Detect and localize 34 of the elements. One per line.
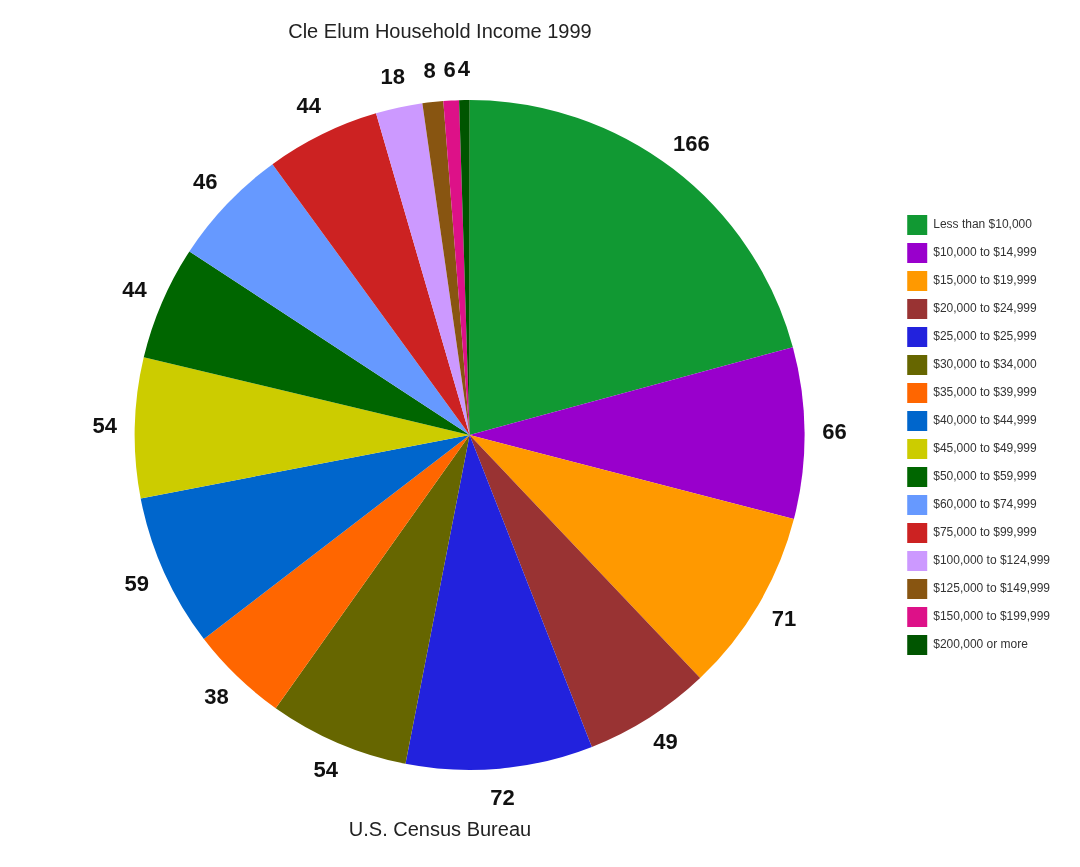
data-label: 46 xyxy=(193,169,218,195)
legend-label: $75,000 to $99,999 xyxy=(933,525,1037,540)
legend-label: $40,000 to $44,999 xyxy=(933,413,1037,428)
data-label: 6 xyxy=(443,56,456,82)
legend-label: $10,000 to $14,999 xyxy=(933,245,1037,260)
legend-label: $20,000 to $24,999 xyxy=(933,301,1037,316)
legend-label: $35,000 to $39,999 xyxy=(933,385,1037,400)
legend-label: $60,000 to $74,999 xyxy=(933,497,1037,512)
data-label: 38 xyxy=(204,683,229,709)
data-label: 72 xyxy=(490,784,515,810)
data-label: 4 xyxy=(457,56,471,82)
legend-label: $50,000 to $59,999 xyxy=(933,469,1037,484)
legend-label: $150,000 to $199,999 xyxy=(933,609,1051,624)
chart-title: Cle Elum Household Income 1999 xyxy=(287,20,593,43)
legend-label: $125,000 to $149,999 xyxy=(933,581,1051,596)
data-label: 18 xyxy=(380,64,405,90)
data-label: 8 xyxy=(423,58,436,84)
legend-label: $25,000 to $25,999 xyxy=(933,329,1037,344)
data-label: 166 xyxy=(672,131,710,157)
data-label: 71 xyxy=(771,606,797,632)
data-label: 66 xyxy=(822,418,847,444)
legend-label: $15,000 to $19,999 xyxy=(933,273,1037,288)
data-label: 49 xyxy=(653,729,678,755)
text: U.S. Census Bureau xyxy=(347,818,533,841)
legend-label: $100,000 to $124,999 xyxy=(933,553,1051,568)
legend-label: $200,000 or more xyxy=(933,637,1029,652)
legend-label: Less than $10,000 xyxy=(933,217,1033,232)
data-label: 44 xyxy=(122,276,148,302)
legend-label: $30,000 to $34,000 xyxy=(933,357,1037,372)
legend-label: $45,000 to $49,999 xyxy=(933,441,1037,456)
data-label: 59 xyxy=(124,570,149,596)
data-label: 54 xyxy=(313,756,339,782)
data-label: 54 xyxy=(92,413,118,439)
data-label: 44 xyxy=(296,93,322,119)
